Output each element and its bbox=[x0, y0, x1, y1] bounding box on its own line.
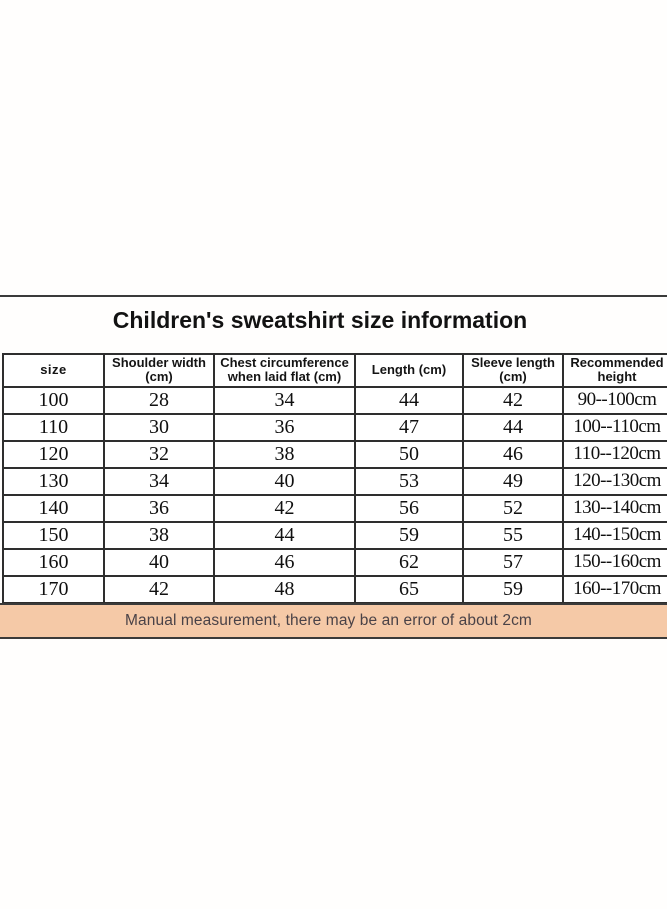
measurement-cell: 38 bbox=[103, 520, 215, 550]
height-range-cell: 160--170cm bbox=[562, 574, 667, 604]
measurement-cell: 28 bbox=[103, 385, 215, 415]
measurement-cell: 42 bbox=[462, 385, 564, 415]
column-header-shoulder-width: Shoulder width (cm) bbox=[103, 353, 215, 388]
measurement-note-banner: Manual measurement, there may be an erro… bbox=[0, 603, 667, 639]
measurement-cell: 44 bbox=[462, 412, 564, 442]
measurement-cell: 42 bbox=[213, 493, 356, 523]
size-table: size Shoulder width (cm) Chest circumfer… bbox=[2, 353, 667, 604]
measurement-cell: 48 bbox=[213, 574, 356, 604]
measurement-cell: 36 bbox=[103, 493, 215, 523]
table-row: 170 42 48 65 59 160--170cm bbox=[2, 574, 667, 604]
column-header-recommended-height: Recommended height bbox=[562, 353, 667, 388]
page-title: Children's sweatshirt size information bbox=[112, 307, 528, 333]
measurement-cell: 62 bbox=[354, 547, 464, 577]
size-cell: 160 bbox=[2, 547, 105, 577]
height-range-cell: 100--110cm bbox=[562, 412, 667, 442]
measurement-cell: 55 bbox=[462, 520, 564, 550]
table-row: 130 34 40 53 49 120--130cm bbox=[2, 466, 667, 496]
measurement-cell: 32 bbox=[103, 439, 215, 469]
measurement-cell: 42 bbox=[103, 574, 215, 604]
measurement-cell: 34 bbox=[103, 466, 215, 496]
measurement-cell: 46 bbox=[462, 439, 564, 469]
column-header-length: Length (cm) bbox=[354, 353, 464, 388]
table-row: 120 32 38 50 46 110--120cm bbox=[2, 439, 667, 469]
measurement-cell: 50 bbox=[354, 439, 464, 469]
measurement-cell: 46 bbox=[213, 547, 356, 577]
size-cell: 110 bbox=[2, 412, 105, 442]
measurement-cell: 49 bbox=[462, 466, 564, 496]
measurement-cell: 47 bbox=[354, 412, 464, 442]
measurement-cell: 57 bbox=[462, 547, 564, 577]
size-cell: 140 bbox=[2, 493, 105, 523]
measurement-cell: 38 bbox=[213, 439, 356, 469]
divider-line bbox=[0, 295, 667, 297]
size-cell: 150 bbox=[2, 520, 105, 550]
measurement-note-text: Manual measurement, there may be an erro… bbox=[125, 612, 532, 629]
table-row: 140 36 42 56 52 130--140cm bbox=[2, 493, 667, 523]
size-cell: 100 bbox=[2, 385, 105, 415]
column-header-chest-circumference: Chest circumference when laid flat (cm) bbox=[213, 353, 356, 388]
height-range-cell: 90--100cm bbox=[562, 385, 667, 415]
table-row: 160 40 46 62 57 150--160cm bbox=[2, 547, 667, 577]
measurement-cell: 44 bbox=[354, 385, 464, 415]
size-cell: 170 bbox=[2, 574, 105, 604]
measurement-cell: 59 bbox=[354, 520, 464, 550]
column-header-size: size bbox=[2, 353, 105, 388]
measurement-cell: 30 bbox=[103, 412, 215, 442]
table-row: 150 38 44 59 55 140--150cm bbox=[2, 520, 667, 550]
size-cell: 120 bbox=[2, 439, 105, 469]
measurement-cell: 44 bbox=[213, 520, 356, 550]
height-range-cell: 110--120cm bbox=[562, 439, 667, 469]
measurement-cell: 36 bbox=[213, 412, 356, 442]
table-row: 100 28 34 44 42 90--100cm bbox=[2, 385, 667, 415]
size-table-body: 100 28 34 44 42 90--100cm 110 30 36 47 44 100--110c… bbox=[2, 385, 667, 604]
table-row: 110 30 36 47 44 100--110cm bbox=[2, 412, 667, 442]
measurement-cell: 40 bbox=[213, 466, 356, 496]
measurement-cell: 65 bbox=[354, 574, 464, 604]
measurement-cell: 34 bbox=[213, 385, 356, 415]
measurement-cell: 56 bbox=[354, 493, 464, 523]
height-range-cell: 120--130cm bbox=[562, 466, 667, 496]
height-range-cell: 140--150cm bbox=[562, 520, 667, 550]
measurement-cell: 53 bbox=[354, 466, 464, 496]
measurement-cell: 40 bbox=[103, 547, 215, 577]
header-row: size Shoulder width (cm) Chest circumfer… bbox=[2, 353, 667, 388]
size-cell: 130 bbox=[2, 466, 105, 496]
column-header-sleeve-length: Sleeve length (cm) bbox=[462, 353, 564, 388]
height-range-cell: 130--140cm bbox=[562, 493, 667, 523]
measurement-cell: 52 bbox=[462, 493, 564, 523]
measurement-cell: 59 bbox=[462, 574, 564, 604]
height-range-cell: 150--160cm bbox=[562, 547, 667, 577]
size-table-header: size Shoulder width (cm) Chest circumfer… bbox=[2, 353, 667, 388]
